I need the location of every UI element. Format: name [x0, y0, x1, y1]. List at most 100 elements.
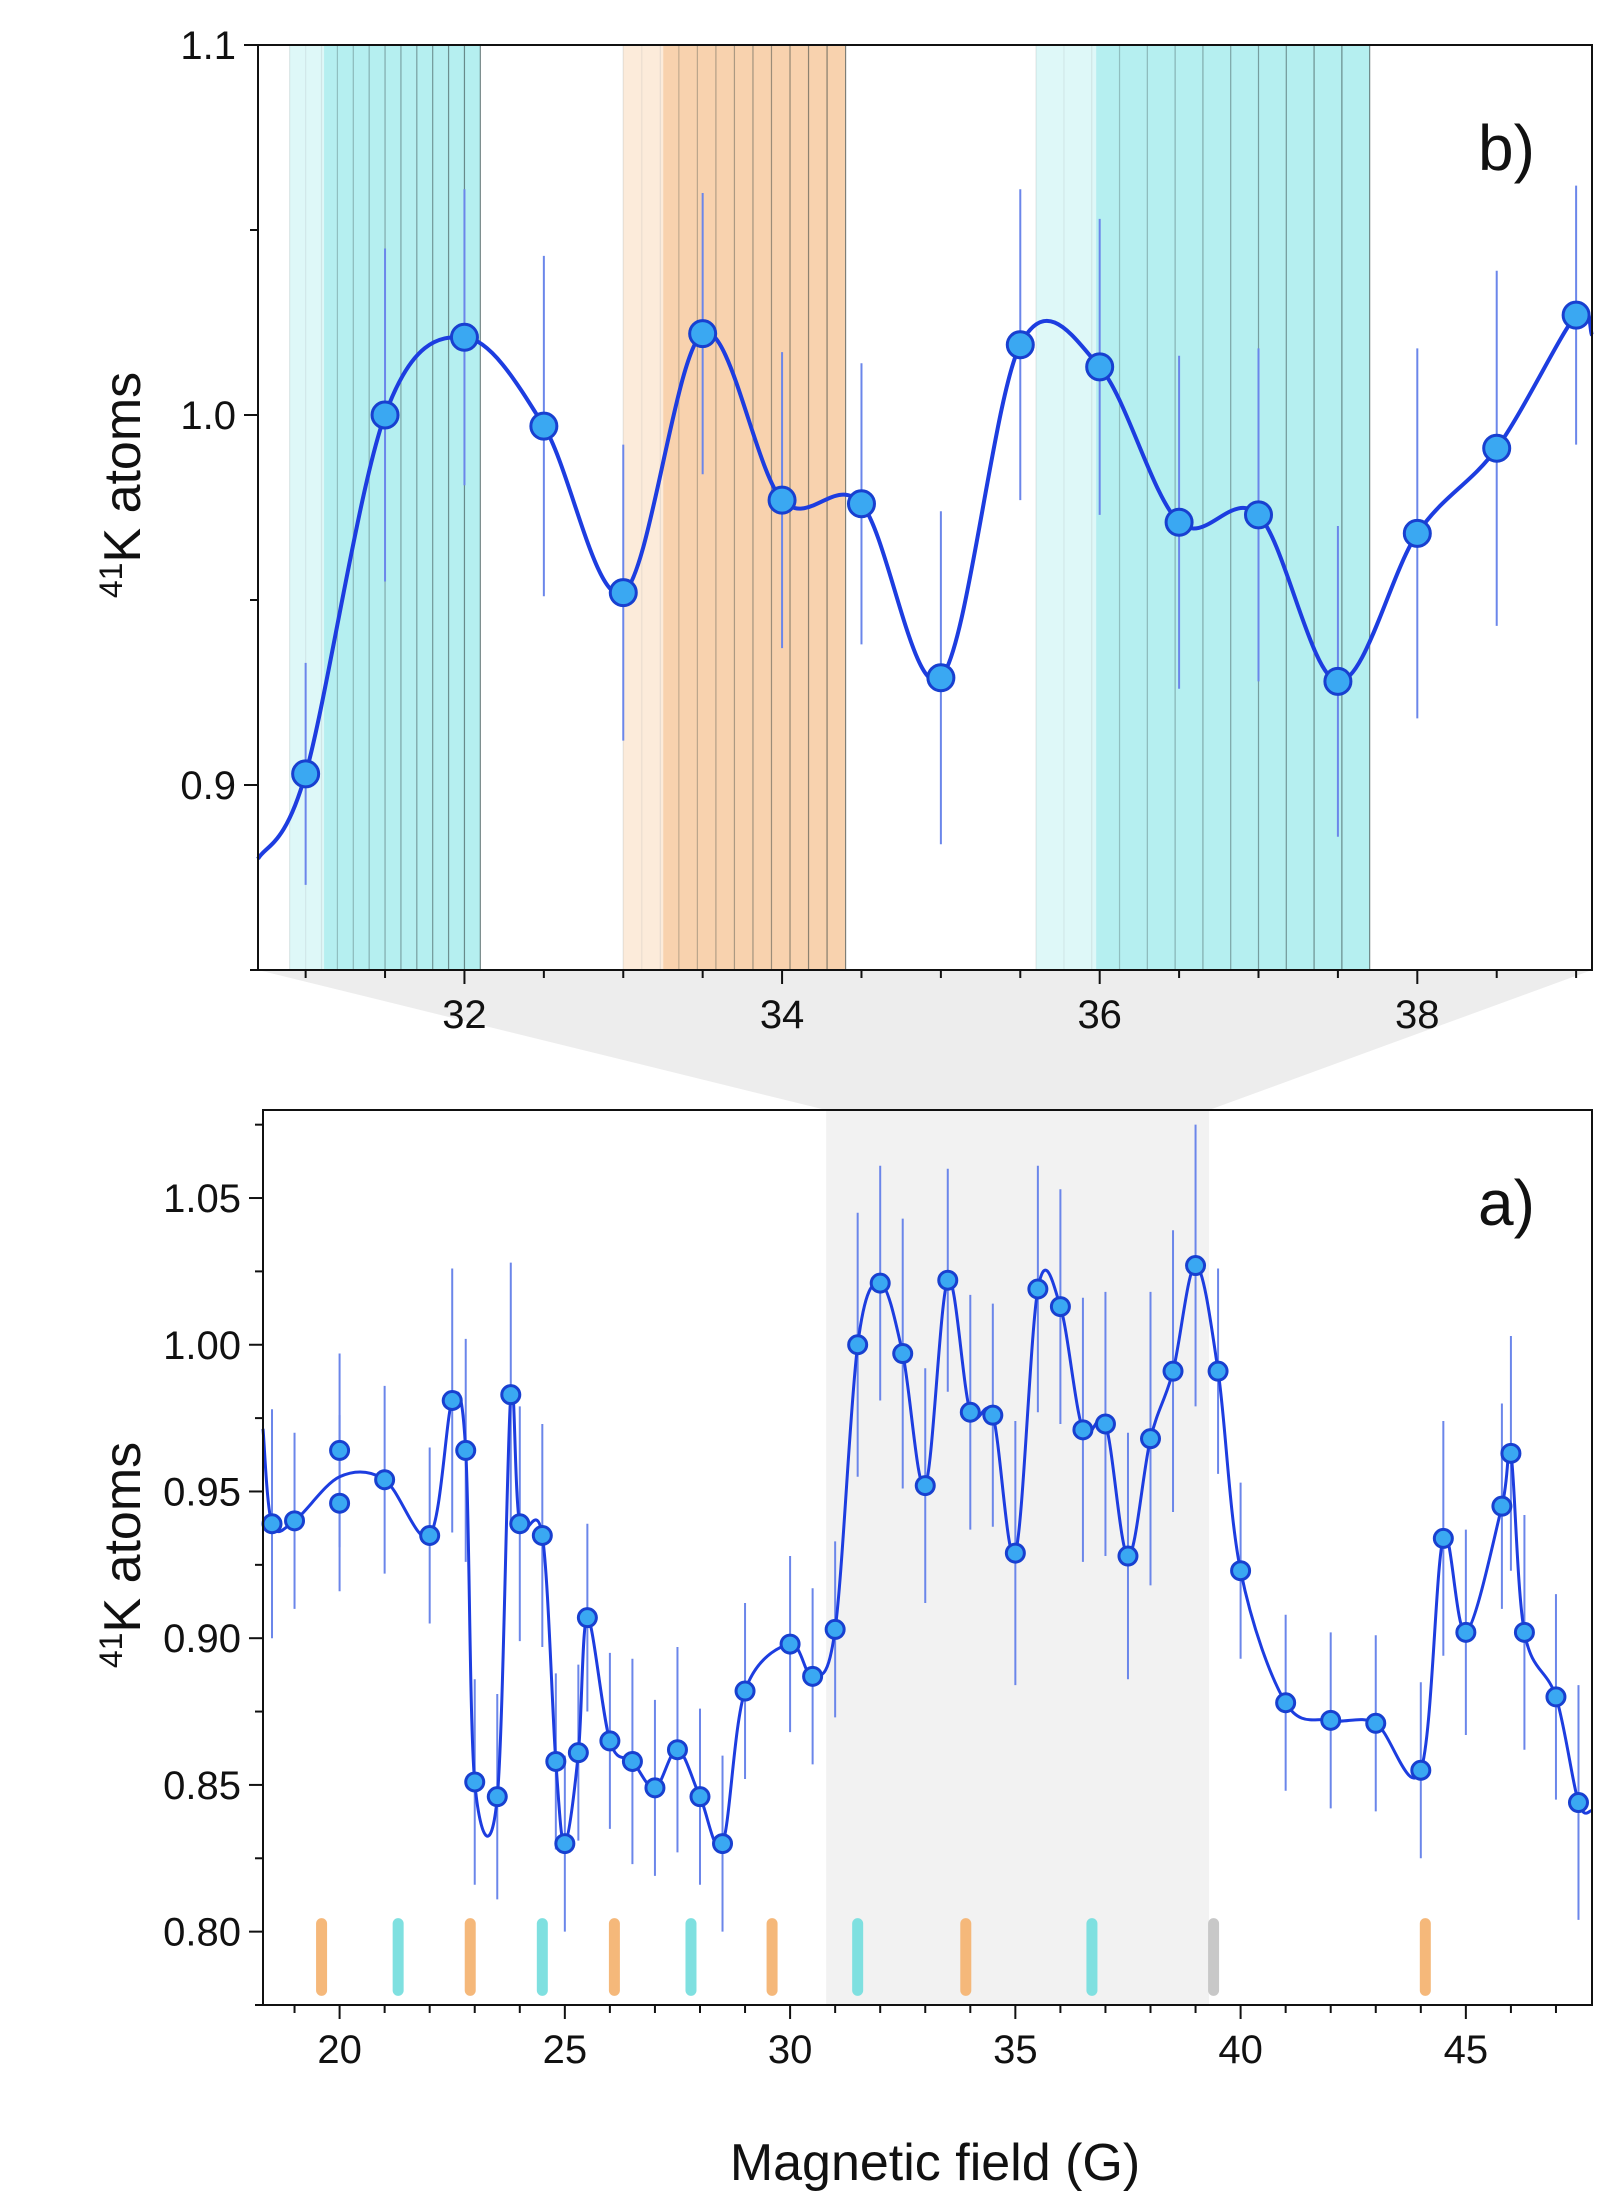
data-point [291, 759, 321, 789]
band-fade [1036, 45, 1097, 970]
data-point [441, 1390, 463, 1412]
x-tick-label: 45 [1444, 2028, 1489, 2072]
y-tick-label: 0.85 [163, 1764, 241, 1808]
panel-b-label: b) [1478, 112, 1535, 184]
data-point [824, 1618, 846, 1640]
data-point [802, 1665, 824, 1687]
data-point [959, 1401, 981, 1423]
data-point [464, 1771, 486, 1793]
data-point [599, 1730, 621, 1752]
data-point [1004, 1542, 1026, 1564]
data-point [1482, 433, 1512, 463]
zoom-connector [258, 970, 1592, 1110]
b-data-points [291, 300, 1591, 789]
band-fade [289, 45, 325, 970]
data-point [712, 1833, 734, 1855]
y-tick-label: 0.9 [180, 764, 236, 808]
x-tick-label: 32 [442, 993, 487, 1037]
data-point [1513, 1621, 1535, 1643]
data-point [329, 1439, 351, 1461]
b-shaded-bands [289, 45, 1371, 970]
x-tick-label: 20 [317, 2028, 362, 2072]
data-point [1402, 518, 1432, 548]
panel-a-label: a) [1478, 1167, 1535, 1239]
y-tick-label: 1.0 [180, 394, 236, 438]
panel-a-xlabel: Magnetic field (G) [730, 2134, 1140, 2192]
data-point [1500, 1442, 1522, 1464]
a-data-points [261, 1255, 1589, 1855]
data-point [1244, 500, 1273, 530]
data-point [1275, 1692, 1297, 1714]
data-point [1140, 1428, 1162, 1450]
data-point [666, 1739, 688, 1761]
data-point [869, 1272, 891, 1294]
data-point [455, 1439, 477, 1461]
data-point [545, 1750, 567, 1772]
band-fade [623, 45, 664, 970]
x-tick-label: 40 [1218, 2028, 1263, 2072]
data-point [608, 578, 638, 608]
a-axes: 20 25 30 35 40 45 0.80 0.85 0.90 0.95 1.00 1.05 [163, 1109, 1593, 2072]
x-tick-label: 30 [768, 2028, 813, 2072]
data-point [621, 1750, 643, 1772]
data-point [554, 1833, 576, 1855]
data-point [779, 1633, 801, 1655]
data-point [567, 1742, 589, 1764]
y-tick-label: 1.00 [163, 1324, 241, 1368]
data-point [1005, 330, 1035, 360]
data-point [1455, 1621, 1477, 1643]
data-point [1162, 1360, 1184, 1382]
data-point [1072, 1419, 1094, 1441]
data-point [329, 1492, 351, 1514]
data-point [846, 489, 876, 519]
data-point [914, 1475, 936, 1497]
data-point [1567, 1792, 1589, 1814]
data-point [486, 1786, 508, 1808]
data-point [370, 400, 400, 430]
data-point [1117, 1545, 1139, 1567]
data-point [1491, 1495, 1513, 1517]
data-point [892, 1343, 914, 1365]
data-point [1094, 1413, 1116, 1435]
x-tick-label: 35 [993, 2028, 1038, 2072]
data-point [982, 1404, 1004, 1426]
data-point [644, 1777, 666, 1799]
data-point [531, 1524, 553, 1546]
panel-b: 32 34 36 38 0.9 1.0 1.1 b) 41K atoms [93, 24, 1594, 1037]
data-point [926, 663, 956, 693]
data-point [1320, 1709, 1342, 1731]
plot-frame [257, 44, 1593, 971]
data-point [1365, 1712, 1387, 1734]
data-point [1410, 1759, 1432, 1781]
panel-b-ylabel-sup: 41 [93, 563, 129, 599]
y-tick-label: 0.80 [163, 1911, 241, 1955]
data-point [1049, 1296, 1071, 1318]
data-point [261, 1513, 283, 1535]
panel-a-ylabel: 41K atoms [93, 1442, 152, 1668]
plot-frame [262, 1109, 1593, 2006]
b-error-bars [304, 185, 1578, 885]
data-point [734, 1680, 756, 1702]
a-resonance-markers [316, 1918, 1431, 1996]
y-tick-label: 1.1 [180, 24, 236, 68]
data-point [529, 411, 559, 441]
b-axes: 32 34 36 38 0.9 1.0 1.1 [180, 24, 1593, 1037]
data-point [1432, 1527, 1454, 1549]
data-point [1164, 507, 1194, 537]
x-tick-label: 34 [760, 993, 805, 1037]
y-tick-label: 0.90 [163, 1617, 241, 1661]
data-point [1561, 300, 1591, 330]
data-point [689, 1786, 711, 1808]
panel-a-ylabel-text: K atoms [94, 1442, 152, 1633]
data-point [449, 322, 479, 352]
panel-a-ylabel-sup: 41 [93, 1633, 129, 1669]
data-point [1027, 1278, 1049, 1300]
panel-b-ylabel: 41K atoms [93, 372, 152, 598]
data-point [1545, 1686, 1567, 1708]
data-point [1207, 1360, 1229, 1382]
panel-b-ylabel-text: K atoms [94, 372, 152, 563]
data-point [847, 1334, 869, 1356]
y-tick-label: 0.95 [163, 1470, 241, 1514]
data-point [419, 1524, 441, 1546]
